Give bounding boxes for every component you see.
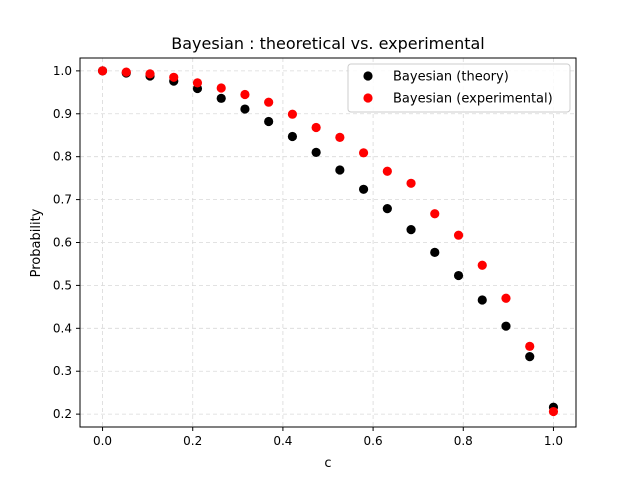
y-tick-label: 0.2	[53, 407, 72, 421]
legend-item: Bayesian (experimental)	[363, 92, 553, 107]
data-point	[121, 67, 131, 77]
y-tick-label: 0.6	[53, 236, 72, 250]
legend-item: Bayesian (theory)	[363, 70, 509, 85]
legend-marker	[363, 71, 373, 81]
data-point	[382, 204, 392, 214]
data-point	[525, 341, 535, 351]
data-point	[264, 97, 274, 107]
data-point	[406, 225, 416, 235]
data-point	[240, 104, 250, 114]
data-point	[287, 131, 298, 142]
x-tick-label: 1.0	[544, 434, 563, 448]
data-point	[192, 78, 203, 88]
data-point	[525, 352, 535, 362]
series-2	[97, 66, 559, 417]
data-point	[453, 230, 464, 240]
x-tick-label: 0.6	[364, 434, 383, 448]
x-axis-label: c	[324, 456, 331, 471]
x-tick-label: 0.0	[93, 434, 112, 448]
data-point	[358, 184, 369, 194]
data-point	[430, 247, 440, 257]
grid	[80, 58, 576, 427]
data-point	[97, 66, 108, 76]
data-point	[216, 93, 226, 103]
y-tick-label: 0.7	[53, 193, 72, 207]
data-point	[358, 148, 369, 158]
data-point	[335, 132, 345, 142]
x-tick-label: 0.4	[273, 434, 292, 448]
data-point	[311, 147, 321, 157]
data-point	[216, 83, 226, 93]
data-point	[477, 260, 487, 270]
x-tick-label: 0.8	[454, 434, 473, 448]
legend: Bayesian (theory) Bayesian (experimental)	[347, 63, 571, 113]
data-point	[240, 89, 250, 100]
y-axis: 0.2 0.3 0.4 0.5 0.6 0.7 0.8 0.9 1.0	[53, 64, 80, 421]
data-point	[311, 122, 321, 133]
y-tick-label: 0.8	[53, 150, 72, 164]
data-point	[501, 293, 511, 303]
data-point	[453, 270, 464, 281]
data-point	[264, 116, 274, 127]
data-point	[287, 109, 298, 119]
series-layer	[97, 66, 559, 417]
legend-marker	[363, 93, 373, 103]
y-tick-label: 0.5	[53, 278, 72, 292]
legend-box	[347, 63, 571, 113]
y-tick-label: 1.0	[53, 64, 72, 78]
data-point	[430, 209, 440, 219]
y-axis-label: Probability	[29, 208, 44, 277]
data-point	[548, 406, 559, 417]
data-point	[501, 321, 511, 331]
chart-title: Bayesian : theoretical vs. experimental	[171, 34, 484, 53]
legend-label: Bayesian (experimental)	[393, 92, 553, 107]
data-point	[406, 178, 416, 188]
data-point	[382, 166, 392, 176]
x-tick-label: 0.2	[183, 434, 202, 448]
y-tick-label: 0.4	[53, 321, 72, 335]
y-tick-label: 0.9	[53, 107, 72, 121]
data-point	[145, 69, 155, 79]
series-1	[97, 66, 559, 412]
data-point	[477, 295, 487, 305]
x-axis: 0.0 0.2 0.4 0.6 0.8 1.0	[93, 427, 563, 448]
data-point	[335, 165, 345, 175]
y-tick-label: 0.3	[53, 364, 72, 378]
data-point	[169, 72, 179, 82]
legend-label: Bayesian (theory)	[393, 70, 509, 85]
